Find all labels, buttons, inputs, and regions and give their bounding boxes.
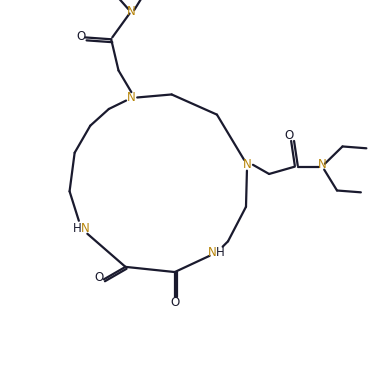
Text: N: N — [127, 91, 136, 105]
Text: N: N — [318, 158, 327, 171]
Text: N: N — [81, 222, 90, 235]
Text: N: N — [243, 158, 251, 171]
Text: N: N — [127, 5, 136, 18]
Text: N: N — [208, 246, 216, 259]
Text: H: H — [216, 246, 225, 259]
Text: O: O — [76, 30, 85, 43]
Text: H: H — [72, 222, 81, 235]
Text: O: O — [95, 271, 104, 284]
Text: O: O — [170, 296, 179, 309]
Text: O: O — [285, 129, 294, 142]
